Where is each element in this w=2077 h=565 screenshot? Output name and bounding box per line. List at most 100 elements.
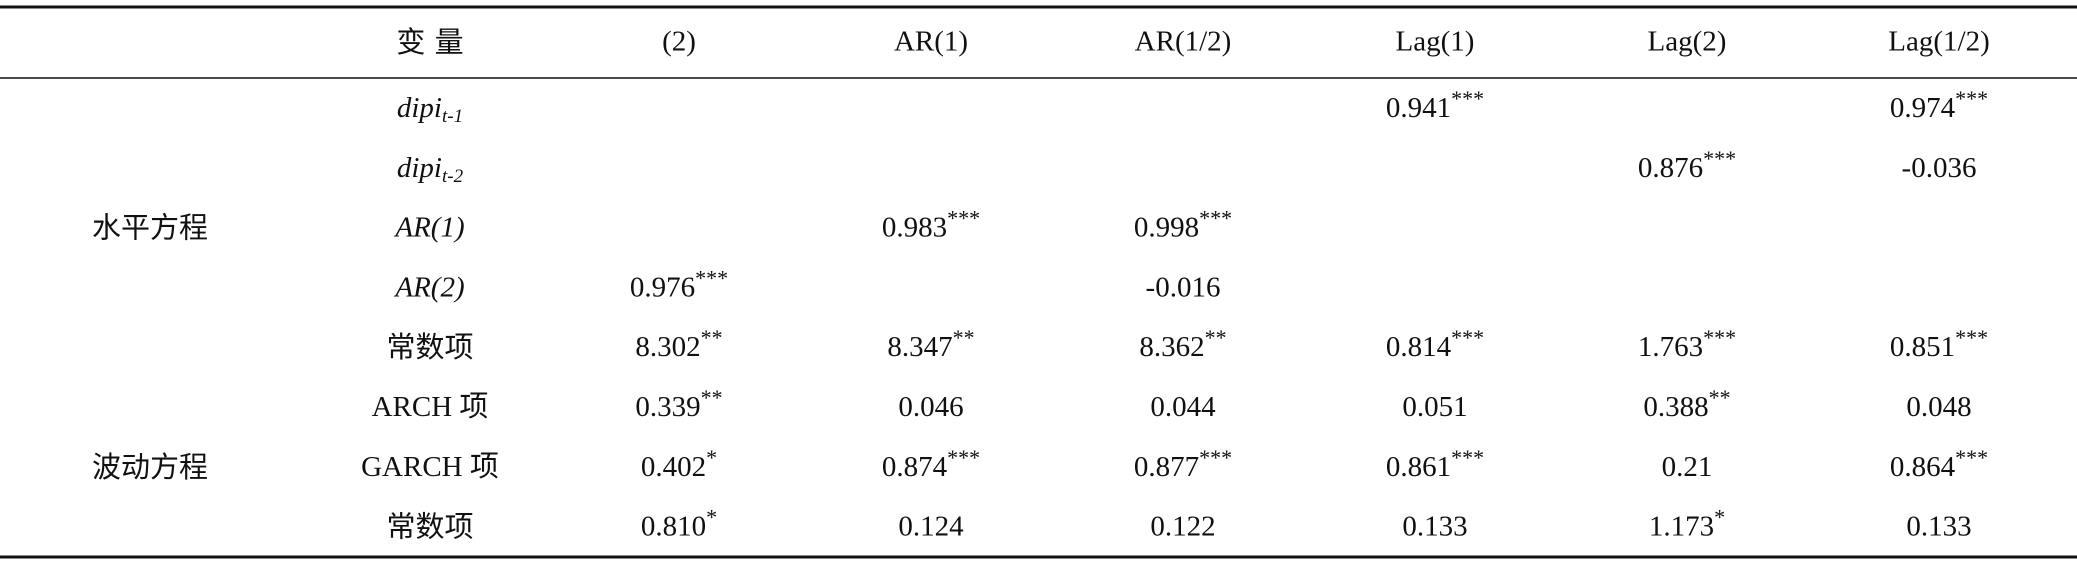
cell: 0.983*** [882,206,980,244]
variable-base: AR(1) [393,211,464,243]
cell: 0.941*** [1386,86,1484,124]
cell-value: 0.861 [1386,450,1451,482]
significance-stars: *** [695,265,728,290]
cell: 0.122 [1150,510,1215,542]
variable-subscript: t-2 [442,166,464,187]
cell-value: 0.339 [635,391,700,423]
cell-value: 0.402 [641,450,706,482]
cell: 1.763*** [1638,325,1736,363]
cell: 0.810* [641,505,717,543]
variable-name: 常数项 [386,330,473,364]
cell: 0.133 [1402,510,1467,542]
significance-stars: *** [947,206,980,231]
significance-stars: * [706,445,717,470]
cell: 0.874*** [882,445,980,483]
variable-name: GARCH 项 [361,450,499,482]
variable-base: 常数项 [386,510,473,544]
cell: 0.124 [898,510,964,542]
cell-value: 0.976 [630,271,695,303]
cell-value: 0.983 [882,211,947,243]
variable-name: AR(1) [393,211,464,243]
cell-value: 8.302 [635,331,700,363]
cell: 0.998*** [1134,206,1232,244]
cell-value: 0.851 [1890,331,1955,363]
cell-value: 0.941 [1386,92,1451,124]
significance-stars: *** [1451,445,1484,470]
cell-value: 0.814 [1386,331,1452,363]
group-label: 波动方程 [92,450,208,484]
significance-stars: *** [1955,325,1988,350]
cell-value: 0.124 [898,510,964,542]
cell-value: 0.133 [1402,510,1467,542]
cell: 0.339** [635,385,722,423]
cell-value: 1.763 [1638,331,1703,363]
cell-value: -0.036 [1902,151,1977,183]
cell: -0.016 [1146,271,1221,303]
cell: 0.21 [1662,450,1713,482]
cell: 0.048 [1906,391,1971,423]
cell: 0.046 [898,391,963,423]
cell: 0.861*** [1386,445,1484,483]
cell-value: 0.048 [1906,391,1971,423]
cell-value: 0.974 [1890,92,1956,124]
variable-base: dipi [397,92,442,124]
significance-stars: *** [1199,206,1232,231]
variable-subscript: t-1 [442,106,463,127]
variable-base: AR(2) [393,271,464,303]
cell-value: 8.347 [887,331,952,363]
cell: 0.864*** [1890,445,1988,483]
group-label: 水平方程 [92,211,208,245]
cell-value: 0.388 [1643,391,1708,423]
variable-name: dipit-2 [397,151,464,187]
column-header: Lag(1/2) [1888,26,1989,58]
variable-name: AR(2) [393,271,464,303]
cell: 0.877*** [1134,445,1232,483]
variable-name: dipit-1 [397,92,463,128]
cell: 0.044 [1150,391,1216,423]
cell-value: 0.044 [1150,391,1216,423]
variable-base: GARCH 项 [361,450,499,482]
variable-name: 常数项 [386,510,473,544]
significance-stars: * [706,505,717,530]
cell: 0.876*** [1638,146,1736,184]
cell: 0.976*** [630,265,728,303]
cell-value: 0.864 [1890,450,1956,482]
significance-stars: ** [701,385,723,410]
cell-value: 0.122 [1150,510,1215,542]
significance-stars: *** [1955,86,1988,111]
cell-value: 0.877 [1134,450,1199,482]
cell-value: 8.362 [1139,331,1204,363]
significance-stars: ** [1205,325,1227,350]
cell-value: 1.173 [1649,510,1714,542]
variable-base: ARCH 项 [372,391,489,423]
significance-stars: ** [1709,385,1731,410]
significance-stars: *** [1451,86,1484,111]
significance-stars: *** [1451,325,1484,350]
column-header: Lag(1) [1396,26,1475,58]
variable-base: 常数项 [386,330,473,364]
cell: 0.851*** [1890,325,1988,363]
cell-value: 0.998 [1134,211,1199,243]
cell: 0.402* [641,445,717,483]
variable-base: dipi [397,151,442,183]
column-header: AR(1/2) [1135,26,1232,58]
cell: 0.814*** [1386,325,1484,363]
cell-value: 0.876 [1638,151,1703,183]
column-header: AR(1) [894,26,968,58]
column-header: 变 量 [396,25,463,59]
cell-value: 0.051 [1402,391,1467,423]
significance-stars: ** [701,325,723,350]
cell-value: 0.133 [1906,510,1971,542]
column-header: (2) [662,26,696,58]
column-header: Lag(2) [1648,26,1727,58]
cell: 0.051 [1402,391,1467,423]
cell: -0.036 [1902,151,1977,183]
cell-value: 0.046 [898,391,963,423]
cell: 8.347** [887,325,974,363]
significance-stars: *** [947,445,980,470]
significance-stars: *** [1703,146,1736,171]
significance-stars: *** [1199,445,1232,470]
cell-value: 0.21 [1662,450,1713,482]
variable-name: ARCH 项 [372,391,489,423]
